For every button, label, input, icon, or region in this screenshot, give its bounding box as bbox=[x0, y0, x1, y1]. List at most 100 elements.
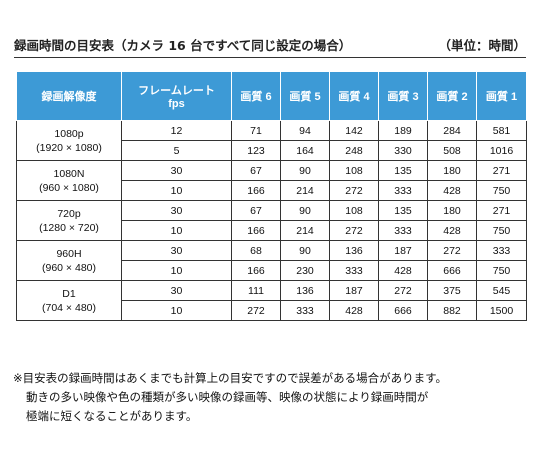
hours-cell: 214 bbox=[280, 220, 330, 241]
hours-cell: 1500 bbox=[476, 300, 527, 321]
header-resolution: 録画解像度 bbox=[16, 71, 122, 121]
hours-cell: 67 bbox=[231, 200, 281, 221]
hours-cell: 111 bbox=[231, 280, 281, 301]
resolution-cell: 1080N (960 × 1080) bbox=[16, 160, 122, 201]
header-framerate-label: フレームレート bbox=[138, 85, 215, 97]
hours-cell: 333 bbox=[280, 300, 330, 321]
page-title: 録画時間の目安表（カメラ 16 台ですべて同じ設定の場合） bbox=[14, 38, 352, 53]
hours-cell: 68 bbox=[231, 240, 281, 261]
table-row: 720p (1280 × 720) 30 67 90 108 135 180 271 bbox=[16, 200, 527, 241]
hours-cell: 90 bbox=[280, 200, 330, 221]
hours-cell: 428 bbox=[329, 300, 379, 321]
fps-cell: 30 bbox=[121, 280, 232, 301]
hours-cell: 333 bbox=[378, 220, 428, 241]
title-divider bbox=[14, 57, 526, 58]
resolution-cell: 720p (1280 × 720) bbox=[16, 200, 122, 241]
table-row: 10 166 214 272 333 428 750 bbox=[17, 180, 527, 201]
hours-cell: 333 bbox=[329, 260, 379, 281]
hours-cell: 166 bbox=[231, 220, 281, 241]
header-framerate-unit: fps bbox=[168, 98, 185, 110]
hours-cell: 333 bbox=[378, 180, 428, 201]
hours-cell: 142 bbox=[329, 120, 379, 141]
hours-cell: 248 bbox=[329, 140, 379, 161]
hours-cell: 166 bbox=[231, 180, 281, 201]
hours-cell: 750 bbox=[476, 260, 527, 281]
resolution-cell: 960H (960 × 480) bbox=[16, 240, 122, 281]
hours-cell: 1016 bbox=[476, 140, 527, 161]
hours-cell: 230 bbox=[280, 260, 330, 281]
fps-cell: 30 bbox=[121, 160, 232, 181]
hours-cell: 94 bbox=[280, 120, 330, 141]
footnote-line-2: 動きの多い映像や色の種類が多い映像の録画等、映像の状態により録画時間が bbox=[26, 390, 429, 404]
hours-cell: 272 bbox=[329, 220, 379, 241]
header-quality-3: 画質 3 bbox=[378, 71, 428, 121]
resolution-name: 720p bbox=[57, 207, 81, 220]
hours-cell: 180 bbox=[427, 200, 477, 221]
fps-cell: 12 bbox=[121, 120, 232, 141]
hours-cell: 164 bbox=[280, 140, 330, 161]
fps-cell: 10 bbox=[121, 300, 232, 321]
hours-cell: 90 bbox=[280, 160, 330, 181]
hours-cell: 272 bbox=[329, 180, 379, 201]
table-row: 1080p (1920 × 1080) 12 71 94 142 189 284 581 bbox=[16, 120, 527, 161]
fps-cell: 30 bbox=[121, 240, 232, 261]
header-quality-4: 画質 4 bbox=[329, 71, 379, 121]
fps-cell: 5 bbox=[121, 140, 232, 161]
header-quality-1: 画質 1 bbox=[476, 71, 527, 121]
recording-time-table: 録画解像度 フレームレート fps 画質 6 画質 5 画質 4 画質 3 画質… bbox=[16, 71, 527, 321]
resolution-size: (1920 × 1080) bbox=[36, 141, 102, 154]
hours-cell: 108 bbox=[329, 200, 379, 221]
footnote-line-3: 極端に短くなることがあります。 bbox=[26, 409, 198, 423]
hours-cell: 180 bbox=[427, 160, 477, 181]
table-row: D1 (704 × 480) 30 111 136 187 272 375 545 bbox=[16, 280, 527, 321]
hours-cell: 666 bbox=[378, 300, 428, 321]
fps-cell: 10 bbox=[121, 220, 232, 241]
fps-cell: 10 bbox=[121, 180, 232, 201]
fps-cell: 30 bbox=[121, 200, 232, 221]
header-framerate: フレームレート fps bbox=[121, 71, 232, 121]
hours-cell: 189 bbox=[378, 120, 428, 141]
hours-cell: 187 bbox=[378, 240, 428, 261]
header-quality-6: 画質 6 bbox=[231, 71, 281, 121]
hours-cell: 214 bbox=[280, 180, 330, 201]
title-row: 録画時間の目安表（カメラ 16 台ですべて同じ設定の場合） （単位：時間） bbox=[14, 35, 526, 54]
hours-cell: 108 bbox=[329, 160, 379, 181]
hours-cell: 428 bbox=[427, 220, 477, 241]
hours-cell: 271 bbox=[476, 200, 527, 221]
table-row: 10 166 214 272 333 428 750 bbox=[17, 220, 527, 241]
hours-cell: 882 bbox=[427, 300, 477, 321]
fps-cell: 10 bbox=[121, 260, 232, 281]
table-row: 960H (960 × 480) 30 68 90 136 187 272 333 bbox=[16, 240, 527, 281]
hours-cell: 375 bbox=[427, 280, 477, 301]
hours-cell: 166 bbox=[231, 260, 281, 281]
footnote-line-1: ※目安表の録画時間はあくまでも計算上の目安ですので誤差がある場合があります。 bbox=[13, 371, 447, 385]
resolution-name: 1080p bbox=[54, 127, 84, 140]
hours-cell: 272 bbox=[231, 300, 281, 321]
hours-cell: 272 bbox=[378, 280, 428, 301]
table-body: 1080p (1920 × 1080) 12 71 94 142 189 284 581 5 123… bbox=[16, 120, 527, 321]
table-header-row: 録画解像度 フレームレート fps 画質 6 画質 5 画質 4 画質 3 画質… bbox=[16, 71, 527, 121]
hours-cell: 333 bbox=[476, 240, 527, 261]
resolution-name: D1 bbox=[62, 287, 76, 300]
hours-cell: 271 bbox=[476, 160, 527, 181]
resolution-size: (1280 × 720) bbox=[39, 221, 99, 234]
unit-label: （単位：時間） bbox=[438, 38, 526, 53]
table-row: 1080N (960 × 1080) 30 67 90 108 135 180 271 bbox=[16, 160, 527, 201]
hours-cell: 90 bbox=[280, 240, 330, 261]
hours-cell: 750 bbox=[476, 180, 527, 201]
hours-cell: 135 bbox=[378, 160, 428, 181]
hours-cell: 284 bbox=[427, 120, 477, 141]
hours-cell: 666 bbox=[427, 260, 477, 281]
resolution-cell: D1 (704 × 480) bbox=[16, 280, 122, 321]
hours-cell: 187 bbox=[329, 280, 379, 301]
hours-cell: 67 bbox=[231, 160, 281, 181]
hours-cell: 330 bbox=[378, 140, 428, 161]
hours-cell: 581 bbox=[476, 120, 527, 141]
hours-cell: 545 bbox=[476, 280, 527, 301]
resolution-name: 1080N bbox=[53, 167, 85, 180]
hours-cell: 135 bbox=[378, 200, 428, 221]
footnote: ※目安表の録画時間はあくまでも計算上の目安ですので誤差がある場合があります。 動… bbox=[13, 369, 533, 426]
header-quality-2: 画質 2 bbox=[427, 71, 477, 121]
hours-cell: 136 bbox=[280, 280, 330, 301]
header-quality-5: 画質 5 bbox=[280, 71, 330, 121]
